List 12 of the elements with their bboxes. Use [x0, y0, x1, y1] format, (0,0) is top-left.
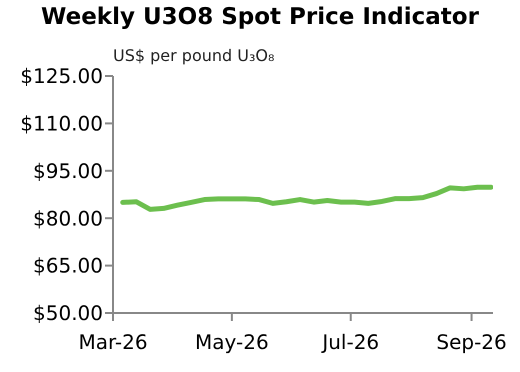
x-tick-label: Jul-26	[320, 330, 380, 354]
y-tick-label: $50.00	[33, 301, 103, 326]
x-tick-label: May-26	[195, 330, 269, 354]
x-tick-label: Sep-26	[436, 330, 507, 354]
y-tick-label: $95.00	[33, 158, 103, 183]
text: US$ per pound U₃O₈	[113, 46, 274, 65]
chart-title: Weekly U3O8 Spot Price Indicator	[41, 4, 479, 30]
y-tick-label: $110.00	[20, 112, 103, 136]
y-tick-label: $65.00	[33, 254, 103, 278]
y-tick-label: $125.00	[20, 64, 103, 88]
x-tick-label: Mar-26	[78, 330, 148, 354]
y-tick-label: $80.00	[33, 206, 103, 230]
